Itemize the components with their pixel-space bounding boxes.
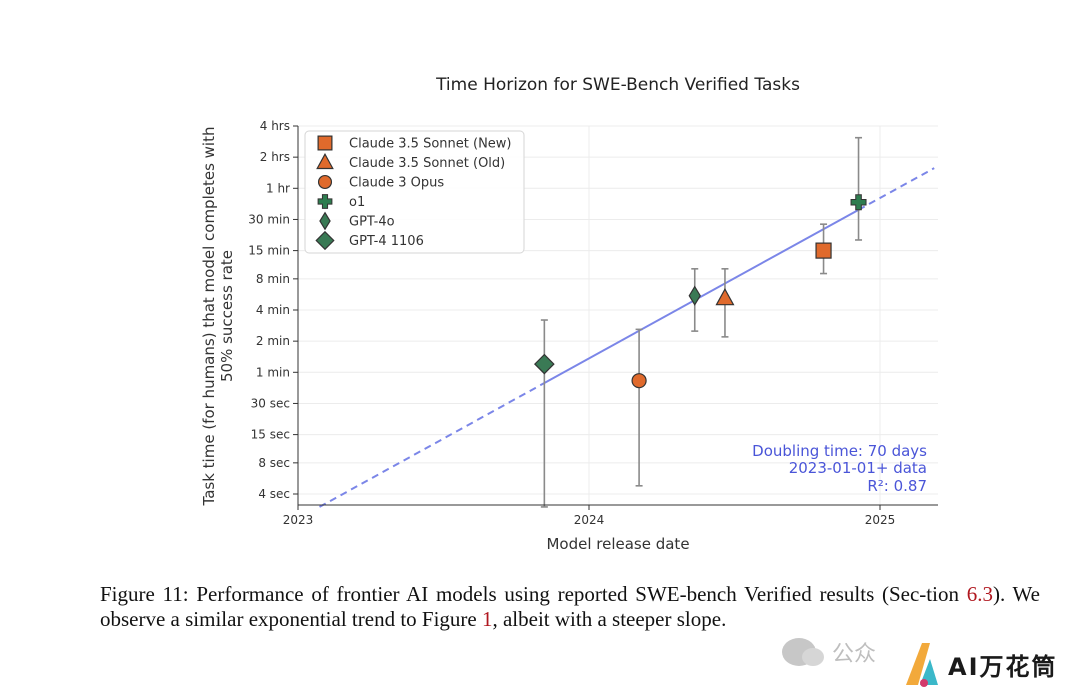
legend-item: GPT-4o — [319, 211, 395, 231]
y-tick-label: 30 sec — [251, 396, 290, 410]
trend-line-dashed-left — [319, 382, 545, 508]
y-tick-label: 2 hrs — [260, 150, 290, 164]
series-claude-3-opus — [631, 328, 647, 487]
legend-marker — [316, 152, 334, 170]
legend-frame — [304, 130, 525, 254]
y-tick-label: 15 min — [248, 244, 290, 258]
data-point — [715, 287, 735, 306]
caption-middle: ). We observe a similar exponential tren… — [100, 582, 1041, 631]
data-point — [815, 242, 832, 259]
caption-suffix: , albeit with a steeper slope. — [492, 607, 727, 631]
annotation-r-squared: R²: 0.87 — [867, 477, 927, 495]
annotation-box: Doubling time: 70 days 2023-01-01+ data … — [752, 442, 927, 495]
chart: Time Horizon for SWE-Bench Verified Task… — [200, 75, 938, 553]
annotation-data-range: 2023-01-01+ data — [789, 459, 927, 477]
trend-line-solid — [543, 208, 860, 384]
data-point — [534, 353, 555, 375]
wechat-watermark: 公众 — [782, 634, 892, 670]
legend-marker — [317, 194, 333, 209]
legend-marker — [317, 135, 333, 151]
y-tick-label: 15 sec — [251, 428, 290, 442]
data-layer — [534, 136, 867, 508]
x-axis-label: Model release date — [546, 535, 689, 553]
legend-marker — [315, 230, 335, 251]
legend: Claude 3.5 Sonnet (New) Claude 3.5 Sonnet… — [304, 130, 525, 254]
y-tick-label: 4 hrs — [260, 119, 290, 133]
watermark-right-text: AI万花筒 — [948, 652, 1058, 681]
y-tick-label: 8 sec — [258, 456, 290, 470]
series-o1 — [850, 136, 867, 241]
chart-title: Time Horizon for SWE-Bench Verified Task… — [435, 75, 800, 95]
x-tick-label: 2025 — [865, 513, 896, 527]
y-axis-label-line2: 50% success rate — [218, 250, 236, 382]
brand-watermark: AI万花筒 — [902, 636, 1074, 692]
data-point — [631, 373, 647, 389]
axes-layer: 4 sec 8 sec 15 sec 30 sec 1 min 2 min 4 min 8 m… — [248, 119, 938, 527]
y-axis-label: Task time (for humans) that model comple… — [200, 127, 236, 507]
x-tick-label: 2024 — [574, 513, 605, 527]
y-tick-label: 4 min — [256, 303, 290, 317]
series-claude-3-5-sonnet-old — [715, 268, 735, 338]
x-tick-label: 2023 — [283, 513, 314, 527]
series-gpt-4o — [688, 268, 701, 332]
legend-marker — [317, 174, 333, 190]
y-tick-label: 30 min — [248, 212, 290, 226]
y-tick-label: 1 hr — [266, 181, 290, 195]
caption-prefix: Figure 11: Performance of frontier AI mo… — [100, 582, 967, 606]
y-tick-label: 1 min — [256, 365, 290, 379]
data-point — [688, 285, 701, 306]
trend-layer — [319, 167, 935, 508]
caption-section-link[interactable]: 6.3 — [966, 582, 993, 606]
watermark-left-text: 公众 — [832, 642, 877, 667]
y-tick-label: 2 min — [256, 334, 290, 348]
annotation-doubling-time: Doubling time: 70 days — [752, 442, 927, 460]
legend-marker — [319, 211, 331, 231]
ai-logo-icon — [906, 643, 938, 687]
legend-label: Claude 3.5 Sonnet (Old) — [349, 156, 505, 171]
legend-item: Claude 3.5 Sonnet (Old) — [316, 152, 505, 171]
legend-label: Claude 3 Opus — [349, 176, 444, 191]
legend-item: GPT-4 1106 — [315, 230, 424, 251]
legend-label: Claude 3.5 Sonnet (New) — [349, 137, 512, 152]
series-gpt-4-1106 — [534, 319, 555, 508]
trend-line-dashed-right — [858, 167, 935, 211]
legend-label: GPT-4o — [349, 215, 395, 230]
y-axis-label-line1: Task time (for humans) that model comple… — [200, 127, 218, 507]
legend-item: o1 — [317, 194, 365, 210]
y-tick-label: 8 min — [256, 272, 290, 286]
caption-figure-link[interactable]: 1 — [481, 607, 493, 631]
series-claude-3-5-sonnet-new — [815, 223, 832, 275]
wechat-icon — [782, 638, 824, 666]
y-tick-label: 4 sec — [258, 487, 290, 501]
legend-item: Claude 3 Opus — [317, 174, 444, 191]
legend-item: Claude 3.5 Sonnet (New) — [317, 135, 512, 152]
figure-caption: Figure 11: Performance of frontier AI mo… — [100, 582, 1040, 632]
data-point — [850, 194, 867, 211]
legend-label: o1 — [349, 195, 365, 210]
legend-label: GPT-4 1106 — [349, 234, 424, 249]
